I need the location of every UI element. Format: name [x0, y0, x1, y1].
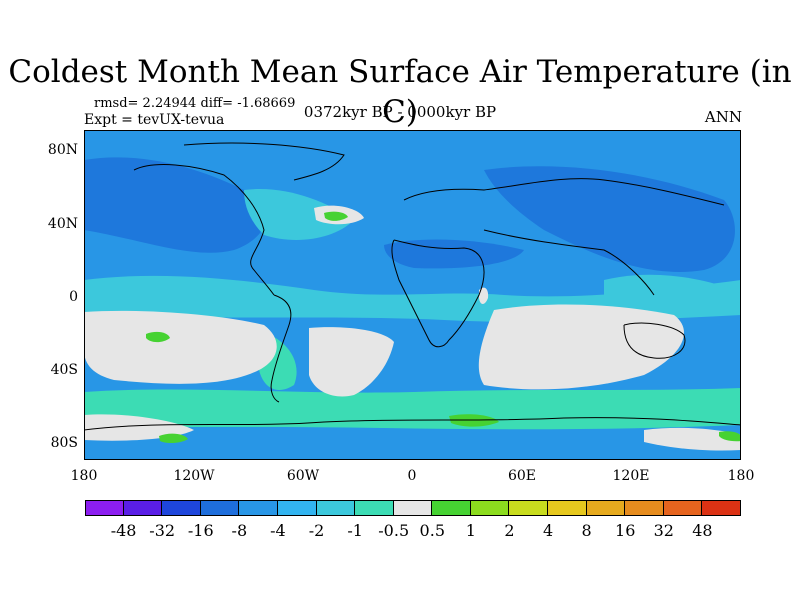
colorbar: [85, 500, 741, 516]
colorbar-swatch: [470, 500, 510, 516]
colorbar-swatch: [85, 500, 124, 516]
season-label: ANN: [704, 108, 742, 126]
colorbar-swatch: [316, 500, 356, 516]
colorbar-swatch: [393, 500, 433, 516]
colorbar-label: 4: [542, 521, 554, 540]
lat-tick-0: 0: [69, 289, 78, 305]
colorbar-frame: [85, 500, 741, 516]
colorbar-label: -32: [149, 521, 176, 540]
colorbar-swatch: [432, 500, 471, 516]
lat-tick-40s: 40S: [50, 362, 78, 378]
colorbar-label: -4: [270, 521, 286, 540]
colorbar-swatch: [277, 500, 317, 516]
colorbar-label: -0.5: [378, 521, 410, 540]
colorbar-label: -1: [347, 521, 363, 540]
colorbar-label: -16: [187, 521, 214, 540]
colorbar-label: 1: [465, 521, 476, 540]
colorbar-label: 48: [692, 521, 713, 540]
map-frame: [84, 130, 741, 460]
lon-tick-120e: 120E: [612, 468, 650, 484]
lon-tick-0: 0: [407, 468, 417, 484]
lon-tick-60w: 60W: [286, 468, 320, 484]
colorbar-label: -48: [110, 521, 137, 540]
stats-line: rmsd= 2.24944 diff= -1.68669: [94, 96, 296, 111]
colorbar-swatch: [355, 500, 394, 516]
lon-tick-60e: 60E: [507, 468, 537, 484]
colorbar-swatch: [586, 500, 626, 516]
colorbar-swatch: [509, 500, 549, 516]
colorbar-label: 2: [504, 521, 515, 540]
colorbar-label: 32: [653, 521, 674, 540]
colorbar-label: 0.5: [419, 521, 445, 540]
colorbar-swatch: [663, 500, 703, 516]
lon-tick-180e: 180: [727, 468, 755, 484]
lat-tick-80s: 80S: [50, 435, 78, 451]
lat-tick-40n: 40N: [47, 216, 78, 232]
colorbar-swatch: [162, 500, 201, 516]
colorbar-swatch: [123, 500, 163, 516]
colorbar-label: 8: [581, 521, 592, 540]
lon-tick-120w: 120W: [173, 468, 215, 484]
colorbar-swatch: [239, 500, 278, 516]
coastlines: [84, 142, 741, 431]
lon-tick-180w: 180: [70, 468, 98, 484]
lat-tick-80n: 80N: [47, 142, 78, 158]
colorbar-swatch: [200, 500, 240, 516]
colorbar-swatch: [548, 500, 587, 516]
period-line: 0372kyr BP - 0000kyr BP: [303, 103, 497, 121]
experiment-line: Expt = tevUX-tevua: [84, 112, 225, 128]
page-title: Coldest Month Mean Surface Air Temperatu…: [8, 54, 792, 130]
colorbar-label: -8: [231, 521, 248, 540]
colorbar-label: 16: [615, 521, 636, 540]
map-panel: [84, 130, 741, 460]
colorbar-swatch: [625, 500, 664, 516]
map-canvas: [84, 130, 741, 460]
colorbar-label: -2: [308, 521, 325, 540]
